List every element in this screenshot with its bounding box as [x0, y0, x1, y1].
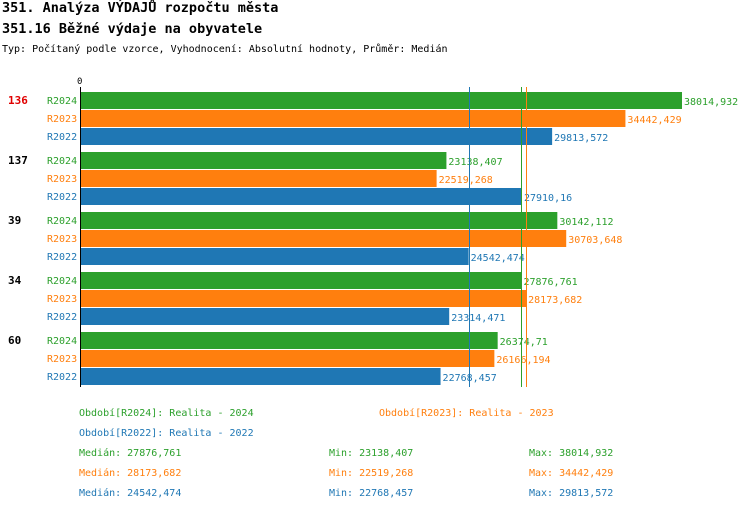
series-label-137-R2023: R2023 — [47, 174, 77, 185]
stat-max-2024: Max: 38014,932 — [529, 448, 614, 459]
bar-chart: 0 136 R2024 38014,932 R2023 34442,429 R2022 298… — [8, 77, 738, 387]
group-label-137: 137 — [8, 154, 28, 167]
bar-34-R2023 — [81, 290, 527, 307]
bar-136-R2022 — [81, 128, 553, 145]
bar-39-R2023 — [81, 230, 567, 247]
value-label-137-R2023: 22519,268 — [439, 175, 493, 186]
group-label-34: 34 — [8, 274, 22, 287]
group-label-39: 39 — [8, 214, 21, 227]
bar-136-R2023 — [81, 110, 626, 127]
series-label-34-R2023: R2023 — [47, 294, 77, 305]
value-label-136-R2024: 38014,932 — [684, 97, 738, 108]
bar-39-R2024 — [81, 212, 558, 229]
bar-60-R2024 — [81, 332, 498, 349]
series-label-39-R2023: R2023 — [47, 234, 77, 245]
series-label-34-R2022: R2022 — [47, 312, 77, 323]
bar-39-R2022 — [81, 248, 469, 265]
bar-60-R2022 — [81, 368, 441, 385]
value-label-34-R2023: 28173,682 — [528, 295, 582, 306]
series-label-60-R2024: R2024 — [47, 336, 77, 347]
series-label-137-R2022: R2022 — [47, 192, 77, 203]
stat-min-2022: Min: 22768,457 — [329, 488, 414, 499]
series-label-136-R2024: R2024 — [47, 96, 77, 107]
value-label-136-R2022: 29813,572 — [554, 133, 608, 144]
stat-median-2022: Medián: 24542,474 — [79, 488, 182, 499]
stat-median-2023: Medián: 28173,682 — [79, 468, 182, 479]
bar-34-R2024 — [81, 272, 522, 289]
stat-median-2024: Medián: 27876,761 — [79, 448, 182, 459]
page-subtitle: 351.16 Běžné výdaje na obyvatele — [2, 21, 263, 37]
stat-max-2023: Max: 34442,429 — [529, 468, 614, 479]
value-label-137-R2024: 23138,407 — [448, 157, 502, 168]
legend-period-2023: Období[R2023]: Realita - 2023 — [379, 408, 554, 419]
legend-period-2022: Období[R2022]: Realita - 2022 — [79, 428, 254, 439]
bar-60-R2023 — [81, 350, 495, 367]
stat-min-2024: Min: 23138,407 — [329, 448, 414, 459]
value-label-34-R2022: 23314,471 — [451, 313, 505, 324]
bar-34-R2022 — [81, 308, 450, 325]
stat-max-2022: Max: 29813,572 — [529, 488, 614, 499]
chart-info: Typ: Počítaný podle vzorce, Vyhodnocení:… — [2, 44, 448, 55]
series-label-136-R2023: R2023 — [47, 114, 77, 125]
value-label-60-R2024: 26374,71 — [500, 337, 548, 348]
value-label-34-R2024: 27876,761 — [523, 277, 577, 288]
legend-period-2024: Období[R2024]: Realita - 2024 — [79, 408, 254, 419]
group-label-136: 136 — [8, 94, 28, 107]
bar-136-R2024 — [81, 92, 682, 109]
value-label-39-R2024: 30142,112 — [559, 217, 613, 228]
value-label-39-R2023: 30703,648 — [568, 235, 622, 246]
group-label-60: 60 — [8, 334, 21, 347]
value-label-137-R2022: 27910,16 — [524, 193, 572, 204]
bar-137-R2023 — [81, 170, 437, 187]
series-label-137-R2024: R2024 — [47, 156, 77, 167]
stat-min-2023: Min: 22519,268 — [329, 468, 414, 479]
bar-137-R2024 — [81, 152, 447, 169]
bar-137-R2022 — [81, 188, 522, 205]
axis-zero-label: 0 — [77, 77, 82, 87]
value-label-136-R2023: 34442,429 — [627, 115, 681, 126]
series-label-60-R2023: R2023 — [47, 354, 77, 365]
page-title: 351. Analýza VÝDAJŮ rozpočtu města — [2, 0, 279, 16]
series-label-60-R2022: R2022 — [47, 372, 77, 383]
series-label-39-R2024: R2024 — [47, 216, 77, 227]
series-label-136-R2022: R2022 — [47, 132, 77, 143]
value-label-60-R2023: 26166,194 — [496, 355, 550, 366]
series-label-34-R2024: R2024 — [47, 276, 77, 287]
series-label-39-R2022: R2022 — [47, 252, 77, 263]
value-label-39-R2022: 24542,474 — [471, 253, 525, 264]
